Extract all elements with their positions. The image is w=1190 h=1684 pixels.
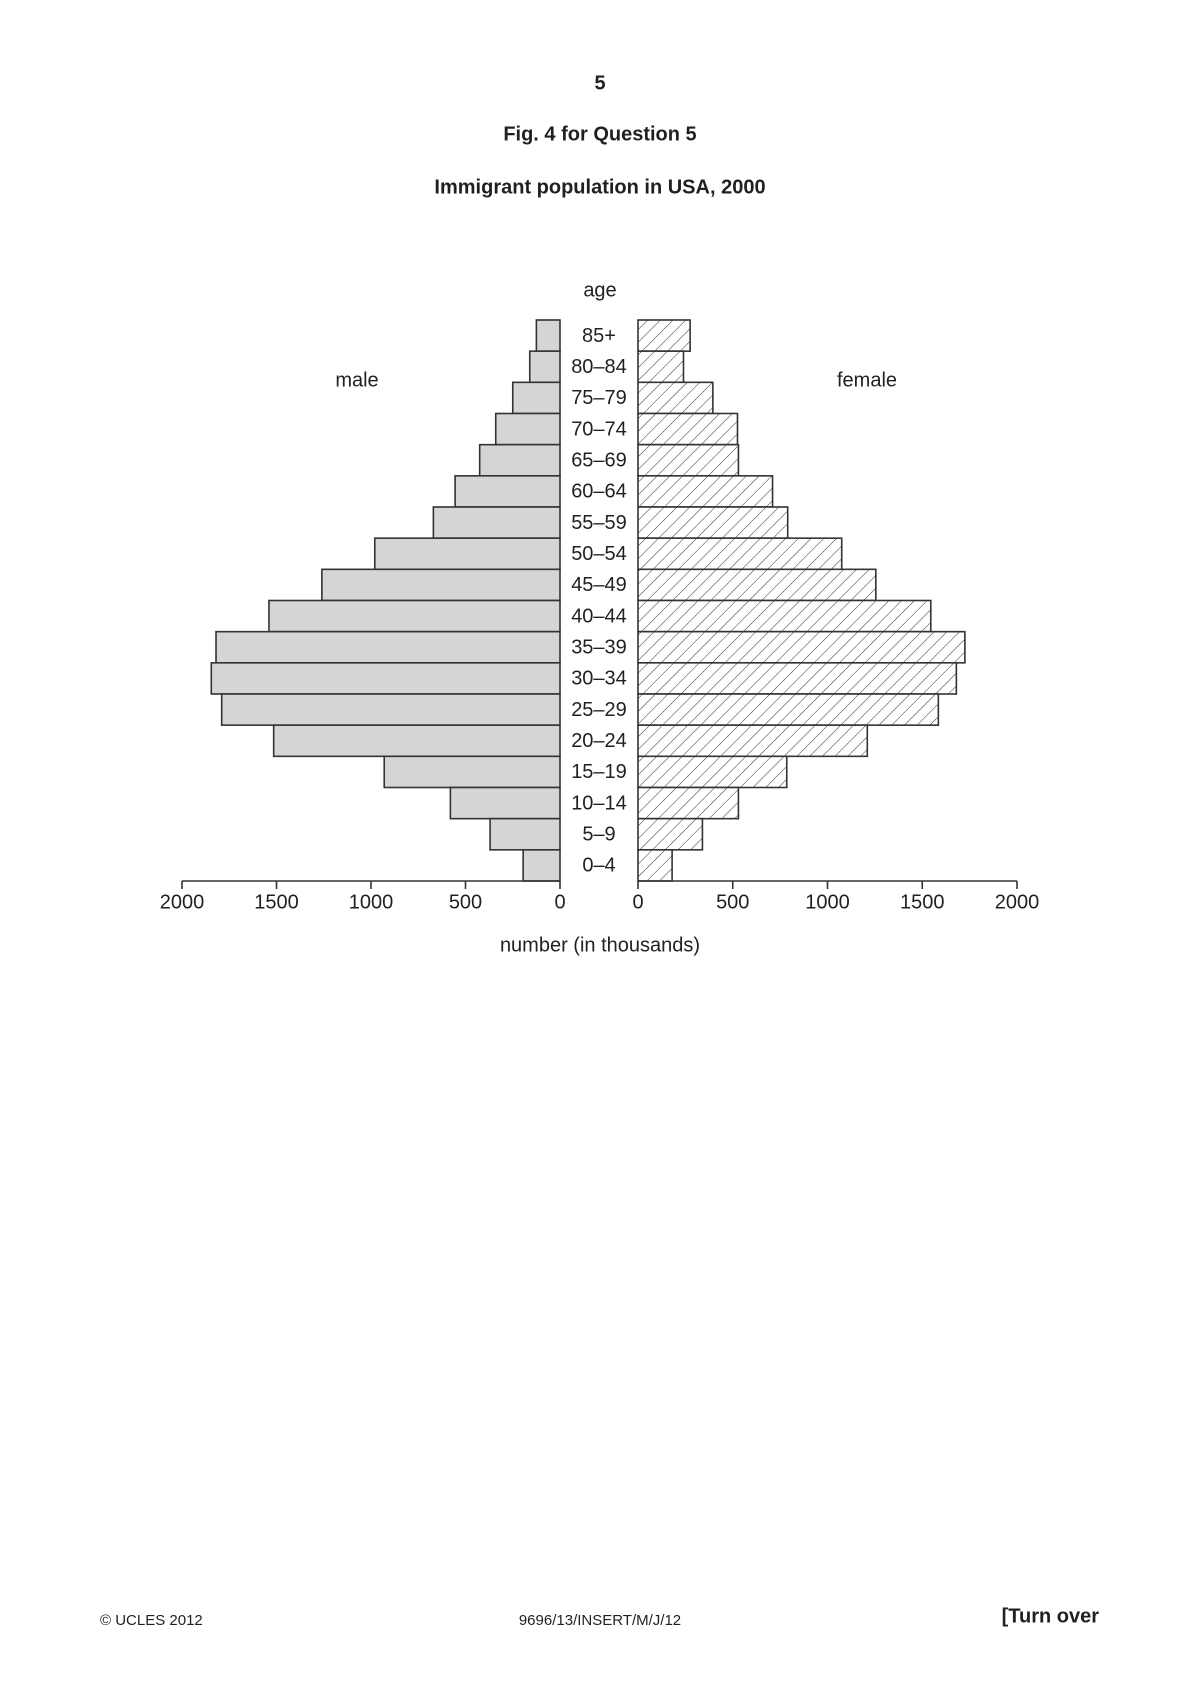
x-tick-label: 2000 <box>160 891 205 913</box>
x-tick-label: 2000 <box>995 891 1040 913</box>
bar <box>478 443 561 477</box>
category-label: 15–19 <box>571 761 627 783</box>
figure-label: Fig. 4 for Question 5 <box>503 123 696 145</box>
document-code: 9696/13/INSERT/M/J/12 <box>519 1612 681 1629</box>
bar <box>489 817 561 851</box>
bar <box>637 630 966 664</box>
bar <box>272 724 561 758</box>
bar <box>454 475 561 508</box>
bar <box>637 662 958 695</box>
x-axis-label: number (in thousands) <box>500 934 700 956</box>
bar <box>637 693 940 726</box>
bar <box>637 817 704 851</box>
bar <box>511 381 561 415</box>
bar <box>637 755 788 789</box>
bar <box>210 662 561 695</box>
category-label: 25–29 <box>571 699 627 721</box>
bar <box>637 443 740 477</box>
bar <box>215 630 561 664</box>
x-tick-label: 1000 <box>805 891 850 913</box>
bar <box>637 568 877 602</box>
bar <box>637 381 714 415</box>
x-tick-label: 1000 <box>349 891 394 913</box>
bar <box>637 599 932 633</box>
bar <box>220 693 561 726</box>
bar <box>637 849 673 882</box>
category-label: 70–74 <box>571 418 627 440</box>
page-number: 5 <box>594 72 605 94</box>
x-tick-label: 0 <box>554 891 565 913</box>
x-tick-label: 1500 <box>254 891 299 913</box>
category-label: 10–14 <box>571 792 627 814</box>
y-axis-label: age <box>583 279 616 301</box>
legend-label: male <box>335 369 378 391</box>
bar <box>637 350 685 384</box>
bar <box>535 319 561 352</box>
category-label: 0–4 <box>582 855 615 877</box>
category-label: 5–9 <box>582 824 615 846</box>
bar <box>268 599 561 633</box>
bar <box>522 849 561 882</box>
bar <box>637 412 739 446</box>
x-tick-label: 0 <box>632 891 643 913</box>
bar <box>321 568 561 602</box>
category-label: 20–24 <box>571 730 627 752</box>
bar <box>432 506 561 539</box>
category-label: 45–49 <box>571 574 627 596</box>
legend-label: female <box>837 369 897 391</box>
bar <box>637 319 691 352</box>
turn-over: [Turn over <box>1002 1605 1100 1627</box>
category-label: 60–64 <box>571 481 627 503</box>
bar <box>528 350 561 384</box>
category-label: 80–84 <box>571 356 627 378</box>
bar <box>373 537 561 571</box>
bar <box>637 475 774 508</box>
category-label: 40–44 <box>571 605 627 627</box>
bar <box>637 724 869 758</box>
bar <box>449 786 561 820</box>
copyright: © UCLES 2012 <box>100 1612 203 1629</box>
bar <box>637 786 740 820</box>
category-label: 50–54 <box>571 543 627 565</box>
category-label: 35–39 <box>571 637 627 659</box>
category-label: 55–59 <box>571 512 627 534</box>
x-tick-label: 500 <box>716 891 749 913</box>
bar <box>383 755 561 789</box>
category-label: 65–69 <box>571 450 627 472</box>
category-label: 85+ <box>582 325 616 347</box>
category-label: 30–34 <box>571 668 627 690</box>
chart-title: Immigrant population in USA, 2000 <box>434 176 765 198</box>
bar <box>637 537 843 571</box>
category-label: 75–79 <box>571 387 627 409</box>
bar <box>637 506 789 539</box>
x-tick-label: 1500 <box>900 891 945 913</box>
x-tick-label: 500 <box>449 891 482 913</box>
bar <box>494 412 561 446</box>
